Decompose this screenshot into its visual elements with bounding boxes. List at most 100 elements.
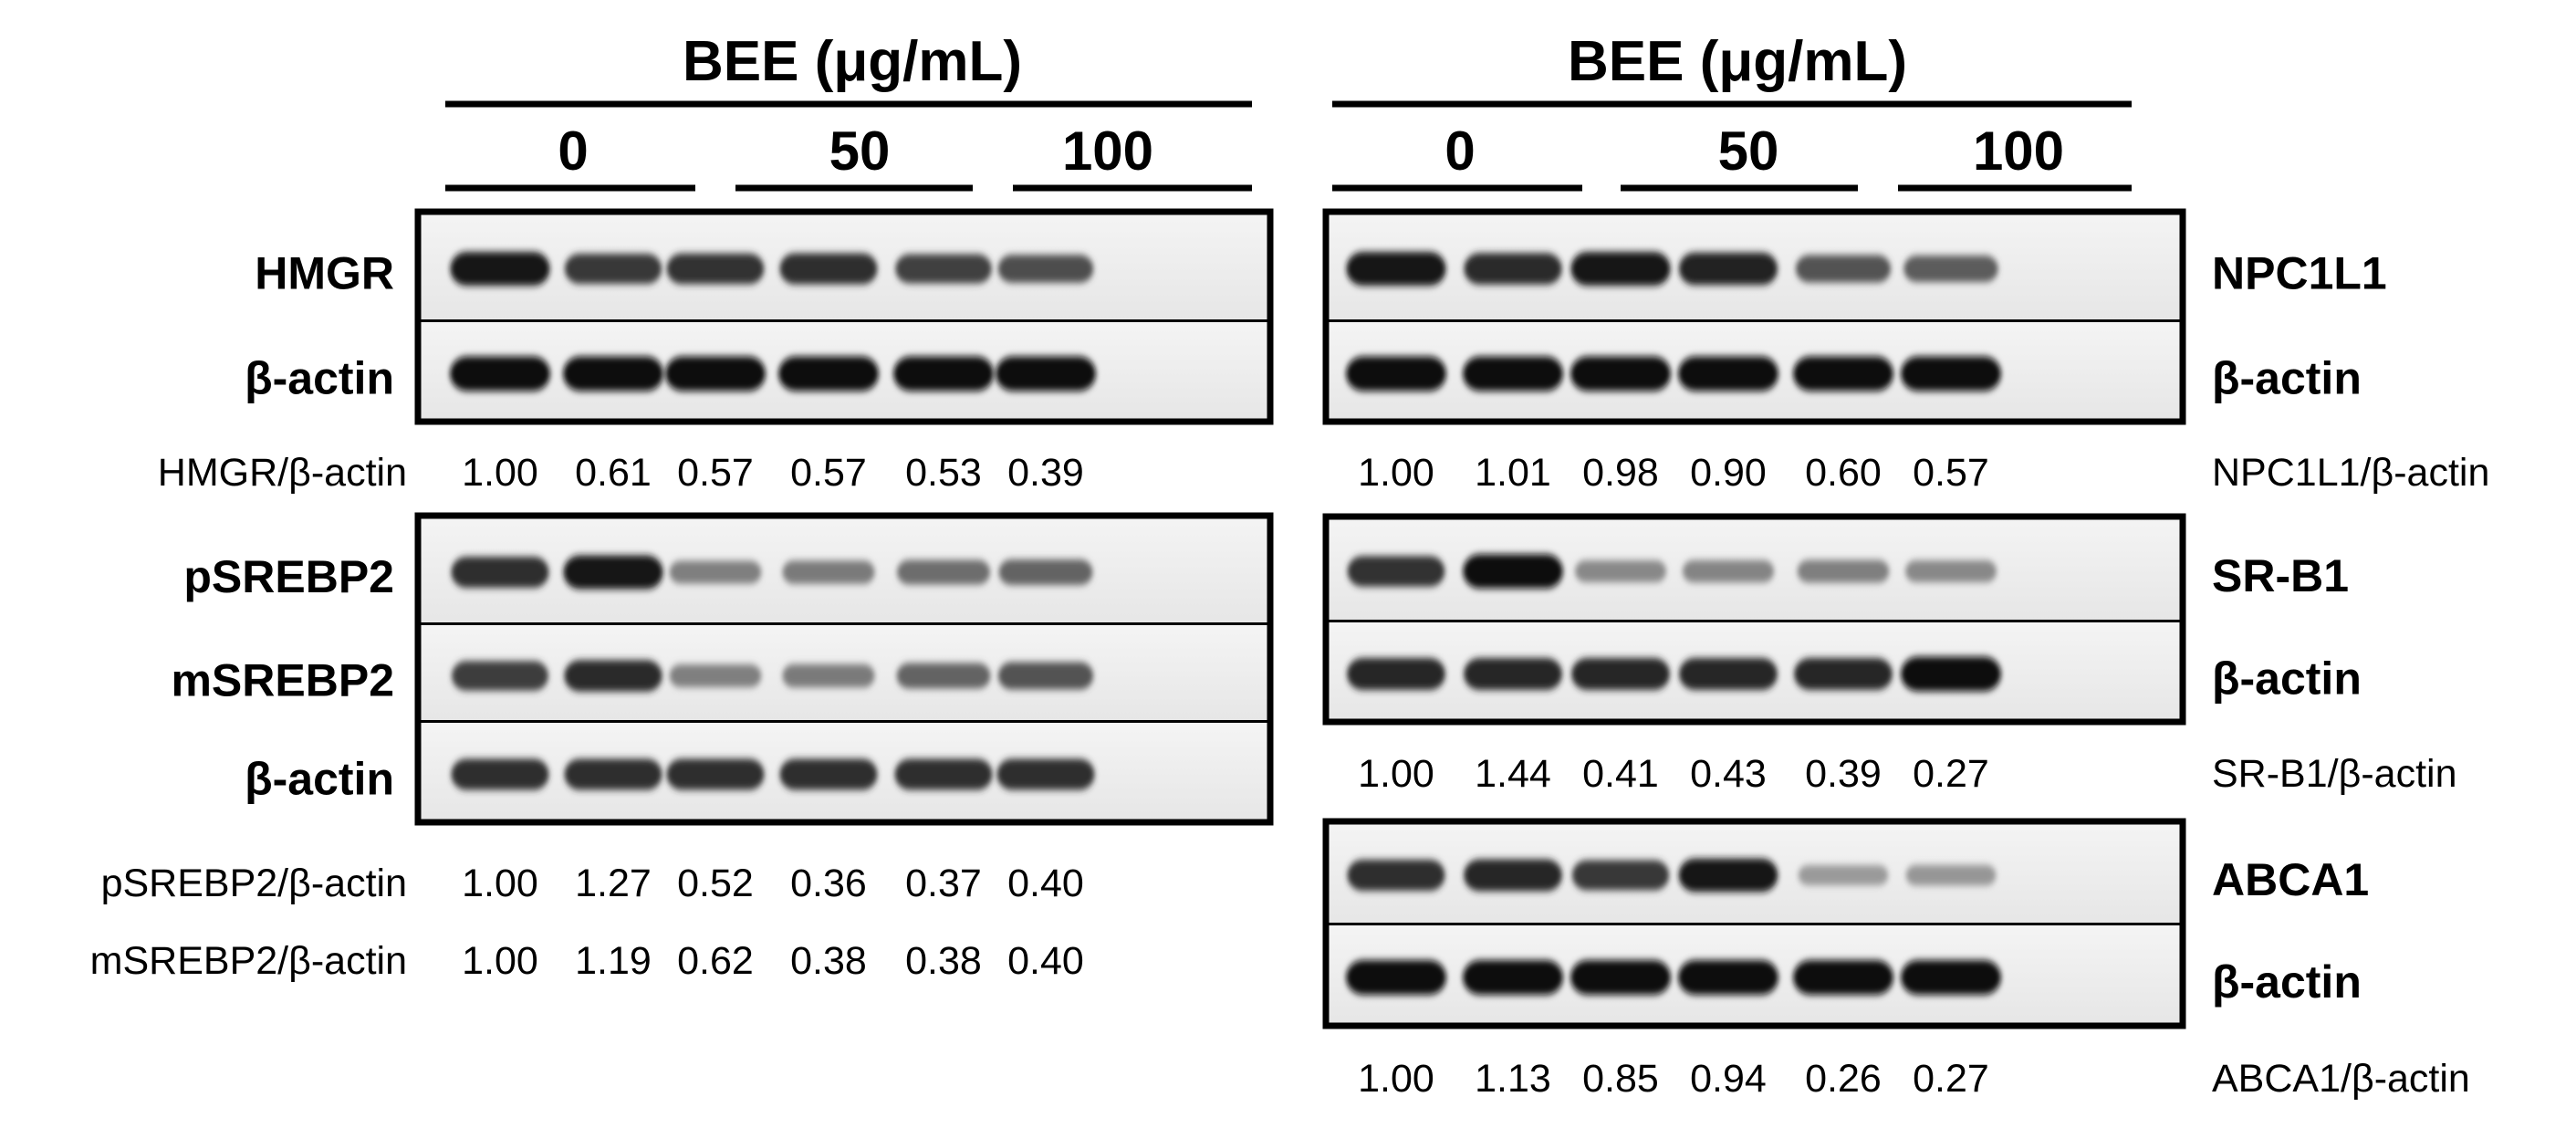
protein-band xyxy=(1464,658,1562,690)
protein-band xyxy=(1798,865,1889,885)
ratio-row: HMGR/β-actin 1.00 0.61 0.57 0.57 0.53 0.39 xyxy=(158,451,1084,495)
protein-band xyxy=(1571,860,1670,891)
blot-strip: pSREBP2 xyxy=(183,516,1270,625)
protein-band xyxy=(1570,960,1671,995)
protein-band xyxy=(1793,960,1893,995)
ratio-value: 0.41 xyxy=(1582,752,1659,796)
dose-group-label: 0 xyxy=(1444,120,1475,182)
ratio-value: 0.38 xyxy=(905,939,982,983)
protein-band xyxy=(1679,658,1778,690)
protein-band xyxy=(1904,560,1997,582)
protein-band xyxy=(1678,960,1778,995)
protein-label: β-actin xyxy=(2212,653,2362,705)
blot-frame xyxy=(1322,818,2186,1029)
protein-band xyxy=(782,560,875,584)
blot-frame xyxy=(1322,208,2186,425)
protein-band xyxy=(778,356,879,392)
protein-label: mSREBP2 xyxy=(171,655,394,706)
protein-band xyxy=(896,559,991,585)
protein-label: ABCA1 xyxy=(2212,854,2369,905)
protein-band xyxy=(896,663,991,689)
dose-group-label: 100 xyxy=(1062,120,1153,182)
protein-band xyxy=(1346,356,1446,392)
protein-band xyxy=(1678,252,1778,286)
blot-strip: β-actin xyxy=(245,723,1270,822)
left-panel: BEE (μg/mL) 0 50 100 HMGR β-actin HMGR/β-actin… xyxy=(90,30,1274,983)
protein-band xyxy=(666,758,765,790)
protein-band xyxy=(1793,356,1893,392)
protein-band xyxy=(998,559,1093,585)
ratio-value: 0.37 xyxy=(905,862,982,905)
blot-strip: mSREBP2 xyxy=(171,625,1270,723)
ratio-value: 0.85 xyxy=(1582,1057,1659,1101)
blot-frame xyxy=(1322,513,2186,726)
protein-band xyxy=(563,356,663,392)
ratio-value: 1.00 xyxy=(1358,752,1434,796)
protein-band xyxy=(1464,859,1562,892)
protein-band xyxy=(1347,860,1445,891)
protein-band xyxy=(1463,960,1563,995)
protein-band xyxy=(1901,960,2001,995)
ratio-value: 1.44 xyxy=(1475,752,1551,796)
ratio-value: 0.27 xyxy=(1913,1057,1989,1101)
ratio-value: 1.13 xyxy=(1475,1057,1551,1101)
protein-band xyxy=(669,560,762,584)
protein-band xyxy=(564,758,662,790)
ratio-label: HMGR/β-actin xyxy=(158,451,407,495)
ratio-value: 0.62 xyxy=(677,939,754,983)
protein-band xyxy=(1682,559,1775,583)
protein-band xyxy=(665,356,766,392)
protein-band xyxy=(996,356,1096,392)
protein-label: NPC1L1 xyxy=(2212,248,2387,299)
treatment-title: BEE (μg/mL) xyxy=(683,30,1022,93)
ratio-value: 0.60 xyxy=(1805,451,1882,495)
protein-band xyxy=(1464,253,1562,285)
ratio-row: ABCA1/β-actin 1.00 1.13 0.85 0.94 0.26 0.27 xyxy=(1358,1057,2470,1101)
protein-band xyxy=(1797,559,1890,583)
protein-band xyxy=(1571,658,1670,690)
protein-band xyxy=(1678,356,1778,392)
protein-band xyxy=(782,663,875,688)
protein-band xyxy=(1795,255,1892,283)
ratio-value: 0.40 xyxy=(1007,939,1084,983)
protein-band xyxy=(997,255,1094,283)
ratio-label: SR-B1/β-actin xyxy=(2212,752,2456,796)
protein-band xyxy=(451,758,549,790)
blot-block: HMGR β-actin HMGR/β-actin 1.00 0.61 0.57 0.57 0… xyxy=(158,208,1274,495)
treatment-header: BEE (μg/mL) 0 50 100 xyxy=(1332,30,2132,192)
blot-strip: SR-B1 xyxy=(1326,517,2349,622)
protein-label: β-actin xyxy=(2212,353,2362,404)
ratio-value: 0.43 xyxy=(1690,752,1767,796)
protein-band xyxy=(1346,960,1446,995)
ratio-value: 0.57 xyxy=(790,451,867,495)
dose-group-label: 50 xyxy=(829,120,891,182)
protein-band xyxy=(1346,252,1446,286)
protein-band xyxy=(894,758,993,790)
protein-band xyxy=(1347,556,1445,587)
protein-band xyxy=(669,664,762,687)
ratio-value: 1.00 xyxy=(1358,451,1434,495)
ratio-row: NPC1L1/β-actin 1.00 1.01 0.98 0.90 0.60 0.57 xyxy=(1358,451,2489,495)
protein-label: β-actin xyxy=(245,353,394,404)
ratio-value: 1.27 xyxy=(575,862,652,905)
protein-band xyxy=(1901,656,2001,692)
protein-band xyxy=(1901,356,2001,392)
protein-band xyxy=(564,660,662,692)
ratio-value: 0.61 xyxy=(575,451,652,495)
ratio-value: 0.40 xyxy=(1007,862,1084,905)
ratio-value: 0.39 xyxy=(1007,451,1084,495)
ratio-value: 0.26 xyxy=(1805,1057,1882,1101)
ratio-value: 1.00 xyxy=(462,939,538,983)
protein-label: β-actin xyxy=(245,754,394,805)
blot-strip: NPC1L1 xyxy=(1326,212,2387,322)
ratio-row: mSREBP2/β-actin 1.00 1.19 0.62 0.38 0.38 0.40 xyxy=(90,939,1084,983)
protein-band xyxy=(1574,560,1667,582)
protein-label: HMGR xyxy=(255,248,394,299)
protein-band xyxy=(1794,658,1893,690)
ratio-value: 1.00 xyxy=(1358,1057,1434,1101)
protein-band xyxy=(996,758,1095,790)
ratio-value: 0.36 xyxy=(790,862,867,905)
ratio-value: 0.90 xyxy=(1690,451,1767,495)
ratio-label: pSREBP2/β-actin xyxy=(101,862,407,905)
protein-label: SR-B1 xyxy=(2212,550,2349,601)
